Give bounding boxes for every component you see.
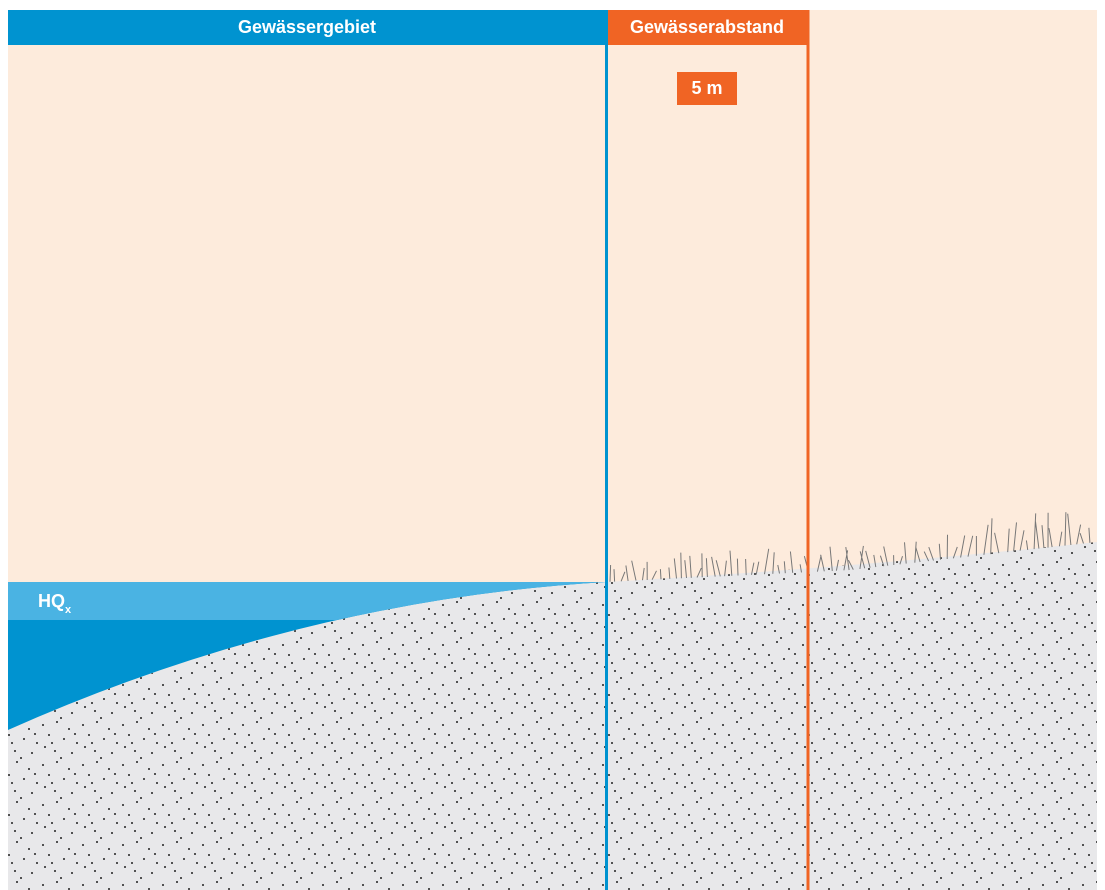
grass-blades [609, 512, 1091, 582]
water-level-label: HQx [38, 591, 72, 616]
header-area [8, 10, 606, 45]
grass [609, 512, 1091, 582]
distance-label: 5 m [691, 78, 722, 98]
distance-box [677, 72, 737, 105]
area-title: Gewässergebiet [238, 17, 376, 37]
header-distance [606, 10, 809, 45]
distance-title: Gewässerabstand [630, 17, 784, 37]
ground [8, 542, 1097, 890]
